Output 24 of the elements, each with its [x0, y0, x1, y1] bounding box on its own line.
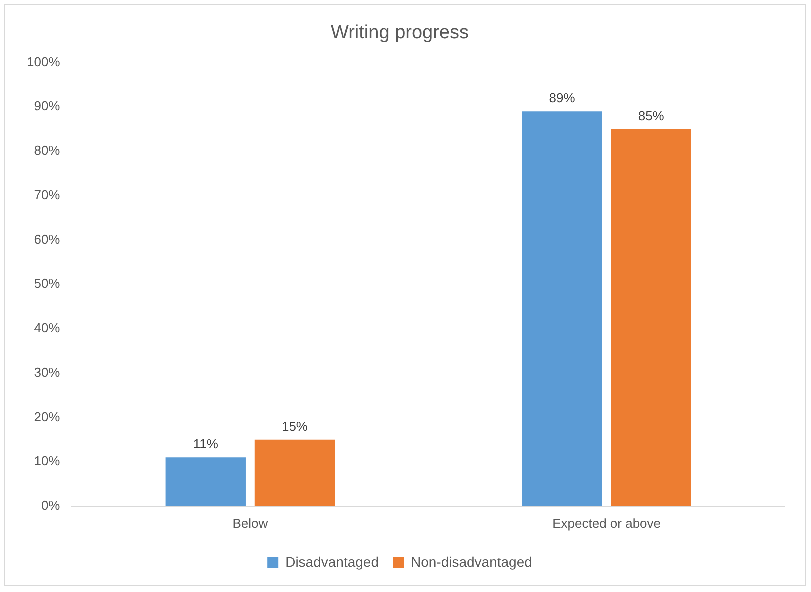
y-tick-label: 70%	[34, 187, 61, 202]
y-tick-label: 90%	[34, 98, 61, 114]
y-tick-label: 60%	[34, 232, 61, 247]
y-tick-label: 100%	[27, 54, 61, 70]
y-tick-label: 40%	[34, 320, 61, 336]
x-tick-label: Below	[232, 516, 269, 531]
x-tick-label: Expected or above	[552, 516, 662, 531]
legend-label: Disadvantaged	[286, 554, 379, 570]
bar	[254, 440, 336, 506]
data-label: 11%	[193, 436, 219, 452]
y-tick-label: 0%	[41, 498, 61, 513]
chart-title: Writing progress	[331, 22, 469, 44]
data-label: 85%	[638, 108, 665, 124]
y-tick-label: 50%	[34, 276, 61, 292]
y-tick-label: 80%	[34, 143, 61, 158]
bar	[611, 129, 692, 506]
data-label: 15%	[282, 418, 308, 434]
bar	[522, 112, 602, 506]
data-label: 89%	[549, 90, 576, 106]
y-tick-label: 10%	[34, 454, 61, 469]
y-tick-label: 30%	[34, 364, 61, 380]
y-tick-label: 20%	[34, 409, 61, 424]
bar	[166, 458, 246, 506]
legend-label: Non-disadvantaged	[410, 554, 532, 570]
